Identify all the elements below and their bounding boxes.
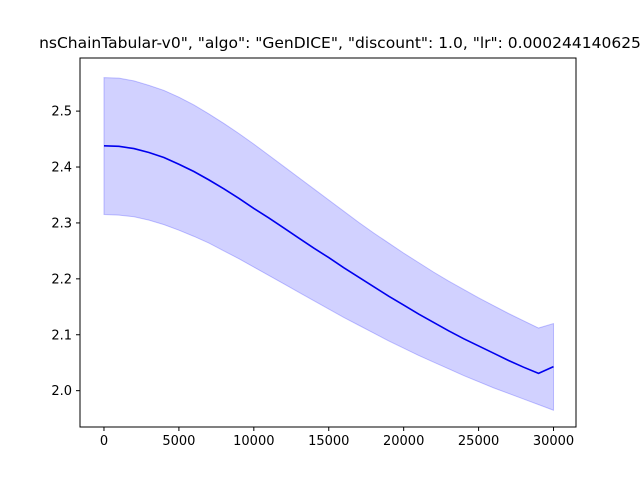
y-tick-label: 2.2: [51, 272, 72, 287]
confidence-band-0: [103, 77, 555, 411]
plot-frame: [79, 57, 577, 428]
x-axis: 0 5000 10000 15000 20000 25000 30000: [100, 427, 574, 449]
y-tick-label: 2.3: [51, 216, 72, 231]
x-tick-label: 10000: [233, 434, 274, 449]
mean-line-0: [103, 144, 554, 375]
chart-title: nsChainTabular-v0", "algo": "GenDICE", "…: [39, 34, 640, 52]
x-tick-label: 15000: [308, 434, 349, 449]
y-tick-label: 2.5: [51, 105, 72, 120]
plot-area: [79, 57, 577, 428]
x-tick-label: 20000: [383, 434, 424, 449]
y-tick-label: 2.0: [51, 384, 72, 399]
x-tick-label: 5000: [162, 434, 195, 449]
x-tick-label: 25000: [458, 434, 499, 449]
y-axis: 2.0 2.1 2.2 2.3 2.4 2.5: [51, 105, 80, 399]
y-tick-label: 2.1: [51, 328, 72, 343]
x-tick-label: 30000: [533, 434, 574, 449]
x-tick-label: 0: [100, 434, 108, 449]
y-tick-label: 2.4: [51, 161, 72, 176]
